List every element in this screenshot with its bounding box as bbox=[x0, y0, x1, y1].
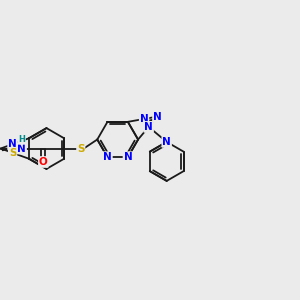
Text: O: O bbox=[39, 157, 48, 167]
Text: S: S bbox=[9, 148, 16, 158]
Text: N: N bbox=[103, 152, 112, 162]
Text: N: N bbox=[153, 112, 162, 122]
Text: N: N bbox=[124, 152, 132, 162]
Text: S: S bbox=[77, 143, 85, 154]
Text: N: N bbox=[144, 122, 153, 132]
Text: H: H bbox=[18, 135, 25, 144]
Text: N: N bbox=[140, 114, 148, 124]
Text: N: N bbox=[17, 143, 26, 154]
Text: N: N bbox=[8, 139, 17, 149]
Text: N: N bbox=[162, 137, 171, 147]
